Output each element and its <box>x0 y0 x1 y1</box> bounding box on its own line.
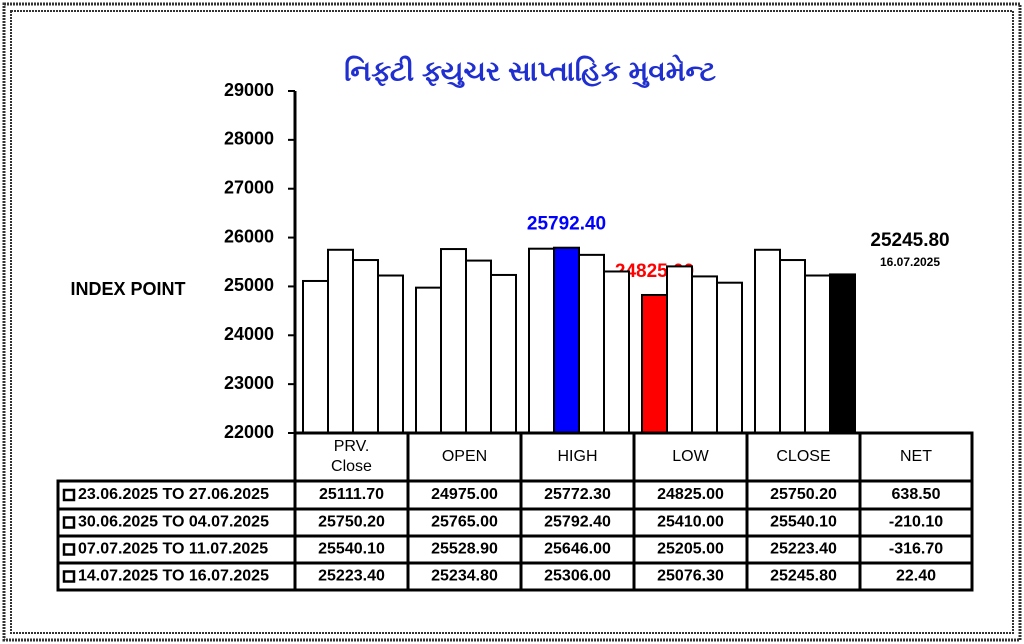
bar <box>804 274 831 434</box>
bar <box>490 273 517 434</box>
table-value: 25540.10 <box>318 541 385 558</box>
value-annotation: 25792.40 <box>527 214 606 235</box>
y-tick-label: 26000 <box>224 226 274 246</box>
bar <box>779 259 806 434</box>
table-value: 24825.00 <box>657 486 724 503</box>
table-net: 22.40 <box>896 568 936 585</box>
row-label: 07.07.2025 TO 11.07.2025 <box>78 541 268 558</box>
table-cell <box>293 561 410 592</box>
row-label: 23.06.2025 TO 27.06.2025 <box>78 486 269 503</box>
table-cell <box>406 507 523 538</box>
bar <box>415 286 442 434</box>
row-label: 30.06.2025 TO 04.07.2025 <box>78 514 269 531</box>
table-header: CLOSE <box>776 448 830 465</box>
row-icon <box>62 516 76 529</box>
table-value: 25410.00 <box>657 514 724 531</box>
table-value: 25111.70 <box>319 486 384 503</box>
date-annotation: 16.07.2025 <box>880 255 940 269</box>
bar <box>465 259 492 435</box>
table-value: 25772.30 <box>544 486 611 503</box>
table-value: 25540.10 <box>770 514 837 531</box>
bar <box>440 248 467 434</box>
table-net: -316.70 <box>889 541 943 558</box>
table-value: 25245.80 <box>770 568 837 585</box>
y-tick-label: 28000 <box>224 129 274 149</box>
table-header: OPEN <box>442 448 487 465</box>
chart-title: નિફ્ટી ફ્યુચર સાપ્તાહિક મુવમેન્ટ <box>344 54 716 88</box>
table-value: 24975.00 <box>431 486 498 503</box>
bar <box>578 253 605 434</box>
y-tick-label: 23000 <box>224 373 274 393</box>
table-cell <box>745 561 862 592</box>
table-value: 25223.40 <box>318 568 385 585</box>
table-cell <box>632 507 749 538</box>
table-value: 25792.40 <box>544 514 611 531</box>
table-value: 25223.40 <box>770 541 837 558</box>
bar <box>352 259 379 434</box>
bar <box>553 246 580 434</box>
table-cell <box>406 534 523 565</box>
table-value: 25765.00 <box>431 514 498 531</box>
table-cell <box>519 507 636 538</box>
row-label: 14.07.2025 TO 16.07.2025 <box>78 568 269 585</box>
table-cell <box>858 561 974 592</box>
bar <box>528 247 555 434</box>
y-tick-label: 24000 <box>224 324 274 344</box>
table-cell <box>858 534 974 565</box>
table-header: NET <box>900 448 932 465</box>
table-net: 638.50 <box>892 486 941 503</box>
y-tick-label: 22000 <box>224 422 274 442</box>
table-value: 25750.20 <box>318 514 385 531</box>
table-value: 25234.80 <box>431 568 498 585</box>
bar <box>691 275 718 435</box>
table-cell <box>56 534 297 565</box>
y-tick-label: 27000 <box>224 177 274 197</box>
close-annotation: 25245.80 <box>870 230 949 251</box>
bar <box>641 293 668 434</box>
table-value: 25076.30 <box>657 568 724 585</box>
y-axis-label: INDEX POINT <box>70 279 185 299</box>
table-header: PRV. Close <box>331 438 372 475</box>
table-header: LOW <box>672 448 709 465</box>
table-cell <box>745 479 862 511</box>
bar <box>754 248 781 434</box>
table-value: 25646.00 <box>544 541 611 558</box>
bar <box>716 281 743 434</box>
table-cell <box>858 431 974 483</box>
y-tick-label: 25000 <box>224 275 274 295</box>
inner-border <box>10 10 1014 634</box>
table-header: HIGH <box>558 448 598 465</box>
table-value: 25750.20 <box>770 486 837 503</box>
bar <box>327 248 354 434</box>
bar <box>302 279 329 434</box>
bar <box>603 270 630 434</box>
table-cell <box>519 561 636 592</box>
table-cell <box>293 507 410 538</box>
bar <box>829 273 856 435</box>
table-value: 25205.00 <box>657 541 724 558</box>
table-value: 25528.90 <box>431 541 498 558</box>
row-icon <box>62 543 76 556</box>
table-value: 25306.00 <box>544 568 611 585</box>
table-net: -210.10 <box>889 514 943 531</box>
bar <box>377 274 404 434</box>
bar <box>666 265 693 435</box>
y-tick-label: 29000 <box>224 80 274 100</box>
table-cell <box>858 479 974 511</box>
row-icon <box>62 488 76 502</box>
row-icon <box>62 570 76 583</box>
